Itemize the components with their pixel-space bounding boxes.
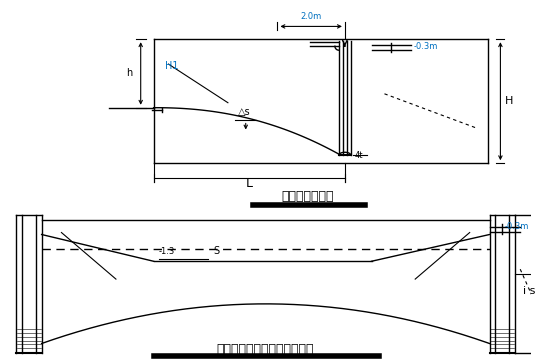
Text: -0.3m: -0.3m xyxy=(413,42,437,51)
Text: i s: i s xyxy=(523,286,535,296)
Text: 2.0m: 2.0m xyxy=(301,12,322,21)
Text: H1: H1 xyxy=(166,61,179,71)
Text: 承压水完整井涌水量计算简图: 承压水完整井涌水量计算简图 xyxy=(217,344,314,357)
Text: 4t: 4t xyxy=(355,151,363,160)
Text: h: h xyxy=(126,68,132,79)
Text: △s: △s xyxy=(238,107,250,117)
Text: 井点管埋设深度: 井点管埋设深度 xyxy=(281,190,333,203)
Text: S: S xyxy=(213,246,219,256)
Text: -0.3m: -0.3m xyxy=(504,222,528,231)
Text: H: H xyxy=(505,96,513,106)
Text: L: L xyxy=(245,177,252,190)
Text: -1.3: -1.3 xyxy=(159,247,175,256)
